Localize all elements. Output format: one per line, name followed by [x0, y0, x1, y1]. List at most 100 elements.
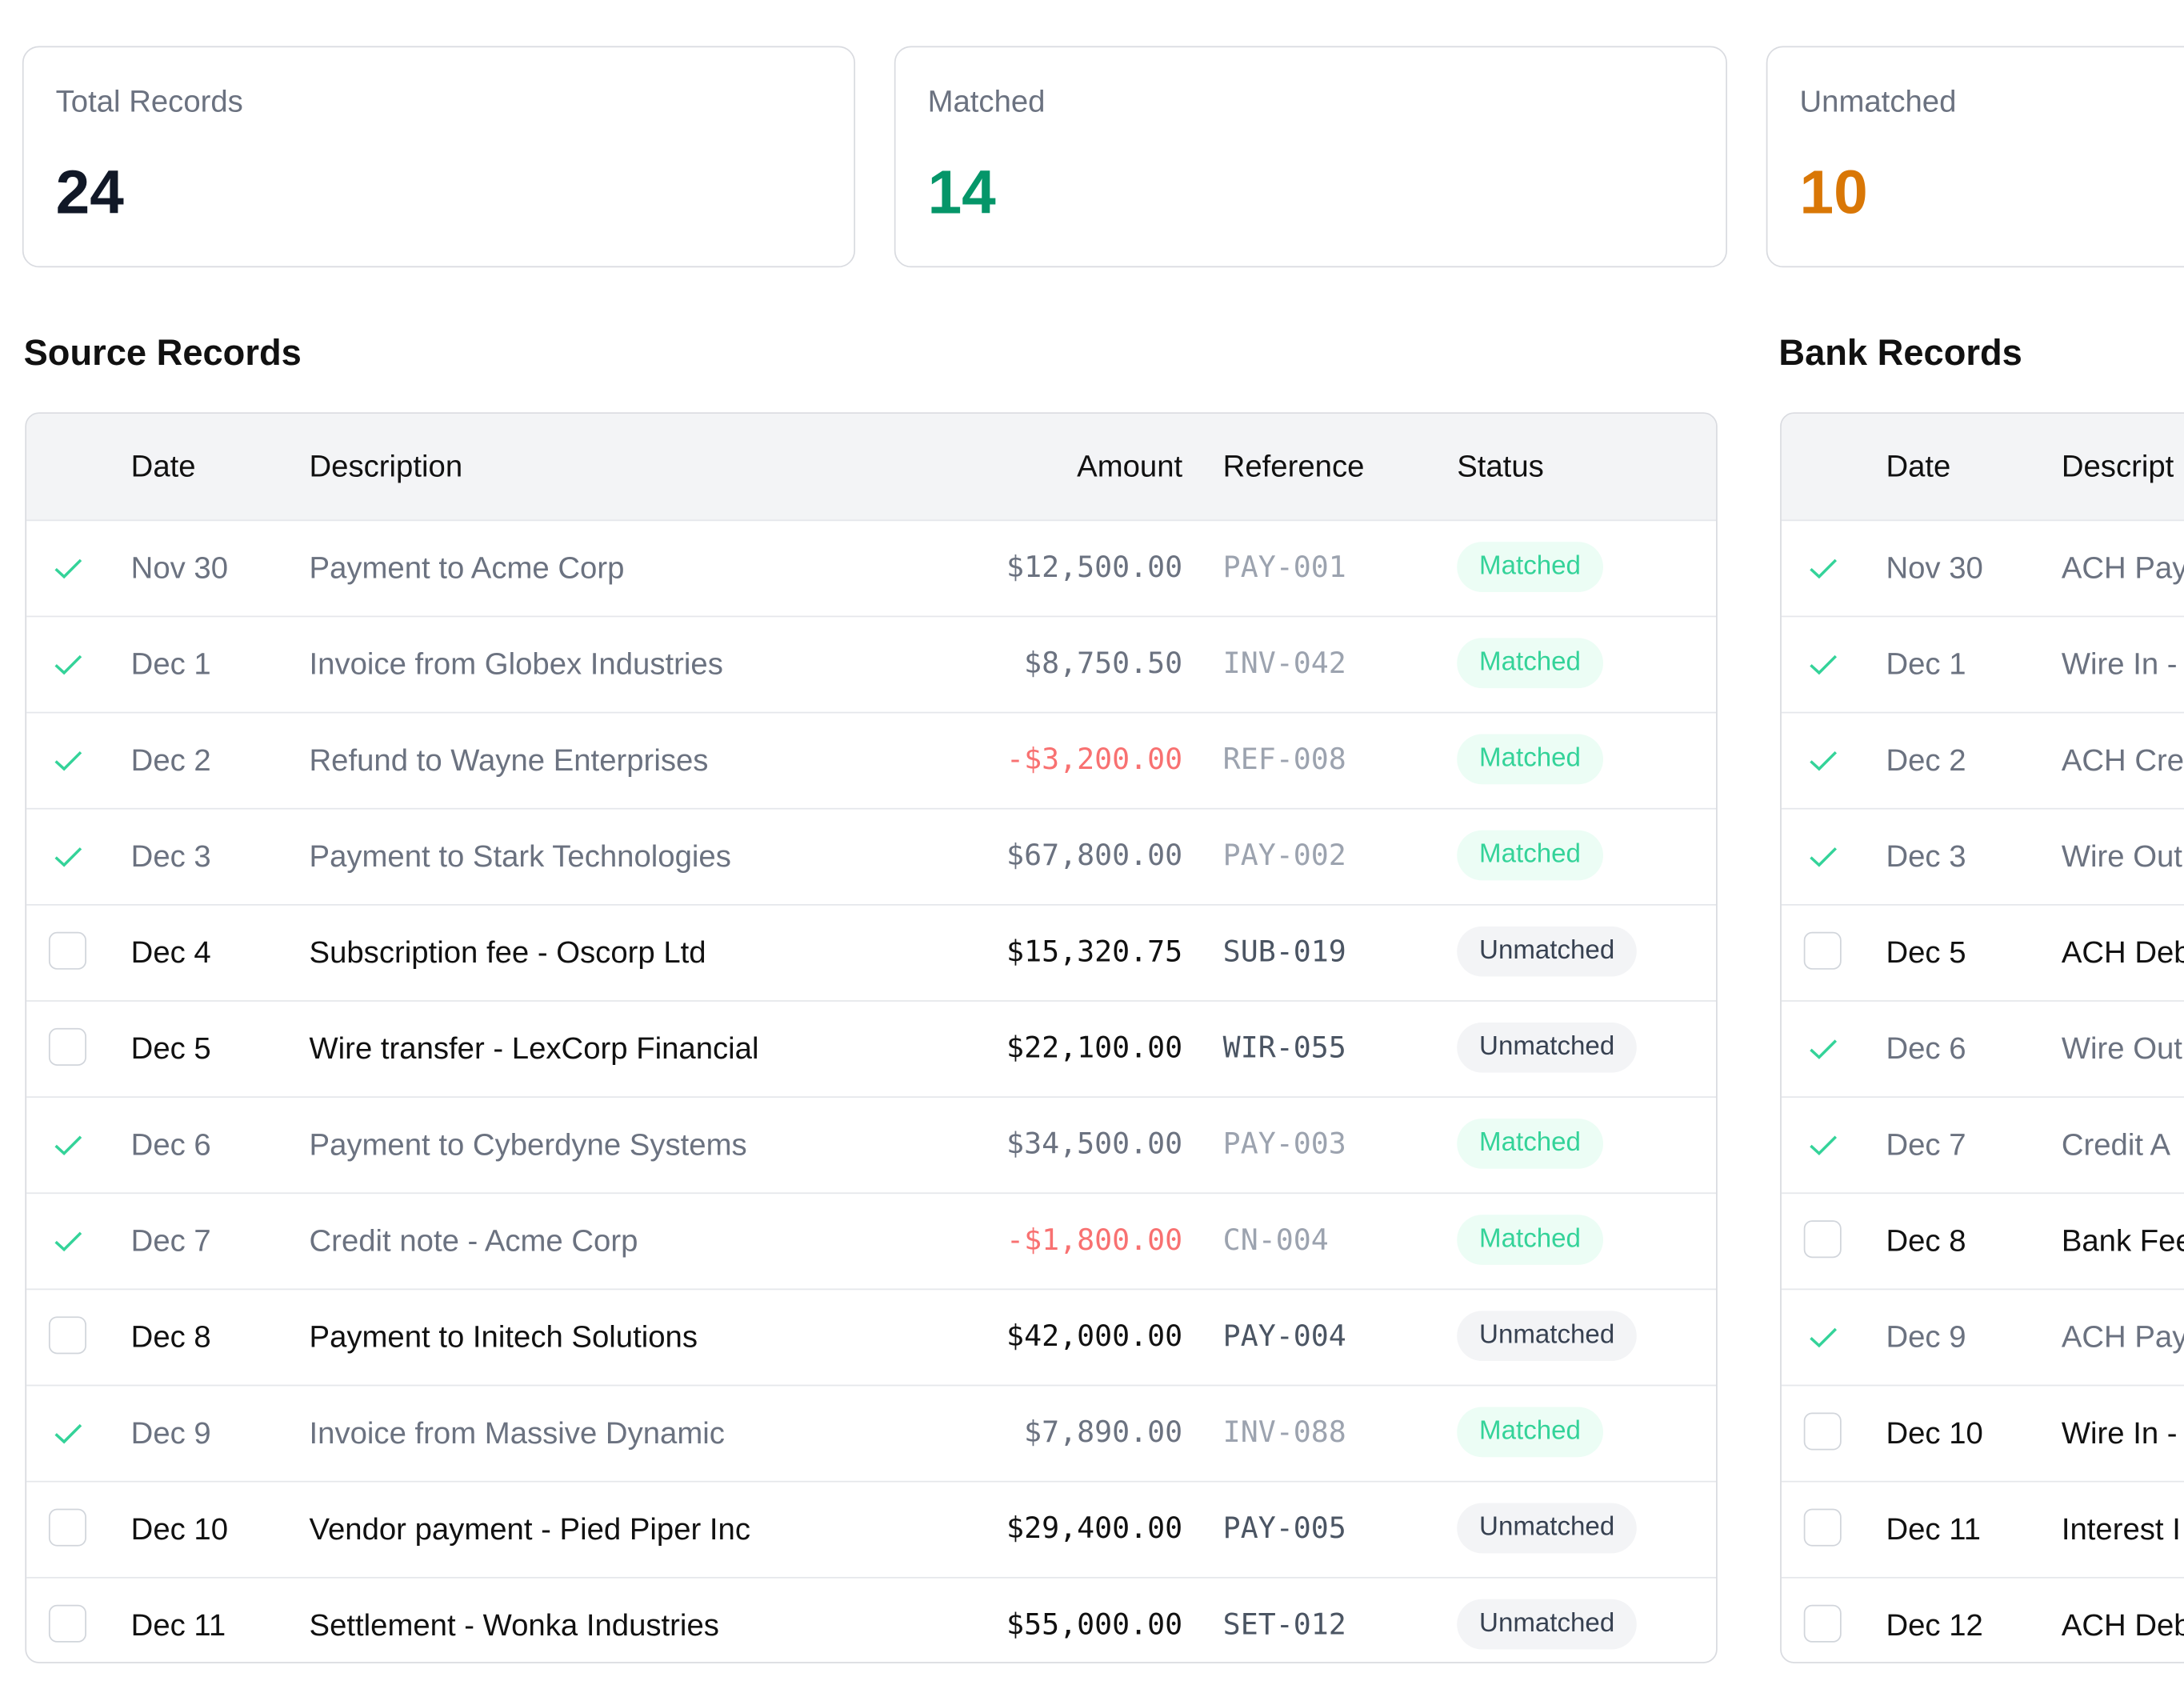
table-row[interactable]: Dec 8 Payment to Initech Solutions $42,000…	[26, 1289, 1717, 1387]
check-icon[interactable]	[51, 1128, 85, 1162]
check-icon[interactable]	[1806, 1321, 1840, 1355]
section-title: Source Records	[23, 331, 302, 374]
checkbox[interactable]	[48, 1604, 86, 1643]
stat-value: 10	[1799, 158, 1868, 227]
status-badge: Unmatched	[1457, 926, 1638, 977]
cell-reference: INV-042	[1222, 646, 1346, 680]
table-row[interactable]: Dec 5 ACH Deb	[1781, 904, 2184, 1002]
check-icon[interactable]	[1806, 840, 1840, 874]
cell-reference: PAY-002	[1222, 838, 1346, 872]
check-icon[interactable]	[51, 551, 85, 585]
table-row[interactable]: Dec 7 Credit note - Acme Corp -$1,800.00 CN…	[26, 1192, 1717, 1291]
stat-label: Unmatched	[1799, 83, 1957, 118]
checkbox[interactable]	[1803, 931, 1842, 970]
cell-amount: $55,000.00	[1006, 1607, 1183, 1642]
cell-date: Dec 9	[1886, 1319, 1966, 1355]
table-row[interactable]: Dec 8 Bank Fee	[1781, 1192, 2184, 1291]
table-row[interactable]: Dec 10 Vendor payment - Pied Piper Inc $29…	[26, 1481, 1717, 1579]
table: Date Descript Nov 30 ACH Pay Dec 1 Wire In -D…	[1780, 412, 2184, 1663]
cell-description: Payment to Cyberdyne Systems	[309, 1127, 747, 1163]
cell-reference: PAY-005	[1222, 1511, 1346, 1545]
table-row[interactable]: Dec 6 Payment to Cyberdyne Systems $34,500…	[26, 1096, 1717, 1195]
checkbox[interactable]	[1803, 1412, 1842, 1451]
check-icon[interactable]	[51, 840, 85, 874]
check-icon[interactable]	[1806, 1128, 1840, 1162]
cell-reference: PAY-001	[1222, 550, 1346, 584]
cell-date: Dec 8	[130, 1319, 211, 1355]
stat-card: Total Records 24	[22, 46, 856, 268]
cell-description: Interest I	[2061, 1511, 2181, 1547]
status-badge: Unmatched	[1457, 1503, 1638, 1554]
cell-reference: SUB-019	[1222, 935, 1346, 969]
checkbox[interactable]	[1803, 1604, 1842, 1643]
section-title: Bank Records	[1778, 331, 2022, 374]
cell-date: Dec 1	[130, 646, 211, 682]
table-row[interactable]: Dec 6 Wire Out	[1781, 1000, 2184, 1098]
table-row[interactable]: Dec 4 Subscription fee - Oscorp Ltd $15,32…	[26, 904, 1717, 1002]
table-row[interactable]: Dec 1 Wire In -	[1781, 616, 2184, 714]
table-row[interactable]: Dec 11 Interest I	[1781, 1481, 2184, 1579]
table-row[interactable]: Dec 9 Invoice from Massive Dynamic $7,890.…	[26, 1385, 1717, 1483]
check-path	[1810, 847, 1838, 867]
cell-amount: $34,500.00	[1006, 1127, 1183, 1161]
cell-description: Vendor payment - Pied Piper Inc	[309, 1511, 750, 1547]
cell-reference: PAY-004	[1222, 1319, 1346, 1353]
cell-amount: $42,000.00	[1006, 1319, 1183, 1353]
table: Date Description Amount Reference Status Nov …	[25, 412, 1718, 1663]
table-row[interactable]: Dec 3 Wire Out	[1781, 808, 2184, 906]
check-path	[54, 558, 82, 579]
column-header: Date	[130, 448, 196, 484]
checkbox[interactable]	[1803, 1508, 1842, 1547]
check-icon[interactable]	[1806, 648, 1840, 682]
checkbox[interactable]	[48, 1508, 86, 1547]
check-icon[interactable]	[51, 648, 85, 682]
cell-date: Dec 3	[130, 838, 211, 874]
cell-description: Credit note - Acme Corp	[309, 1223, 638, 1259]
check-icon[interactable]	[1806, 1032, 1840, 1066]
check-path	[54, 1423, 82, 1444]
checkbox[interactable]	[1803, 1220, 1842, 1259]
check-icon[interactable]	[1806, 744, 1840, 778]
cell-date: Dec 3	[1886, 838, 1966, 874]
table-header: Date Description Amount Reference Status	[26, 414, 1717, 522]
status-badge: Matched	[1457, 734, 1603, 785]
cell-description: Payment to Acme Corp	[309, 550, 625, 586]
check-path	[1810, 750, 1838, 771]
cell-description: Bank Fee	[2061, 1223, 2184, 1259]
cell-reference: CN-004	[1222, 1223, 1329, 1257]
table-row[interactable]: Dec 2 Refund to Wayne Enterprises -$3,200.…	[26, 712, 1717, 810]
check-icon[interactable]	[1806, 551, 1840, 585]
cell-amount: -$3,200.00	[1006, 742, 1183, 776]
cell-reference: SET-012	[1222, 1607, 1346, 1642]
column-header: Amount	[1077, 448, 1183, 484]
stat-card: Unmatched 10	[1766, 46, 2184, 268]
table-row[interactable]: Dec 9 ACH Pay	[1781, 1289, 2184, 1387]
check-icon[interactable]	[51, 1224, 85, 1258]
cell-description: Settlement - Wonka Industries	[309, 1607, 719, 1643]
cell-reference: REF-008	[1222, 742, 1346, 776]
cell-date: Dec 6	[1886, 1031, 1966, 1066]
table-row[interactable]: Dec 1 Invoice from Globex Industries $8,75…	[26, 616, 1717, 714]
cell-description: Payment to Stark Technologies	[309, 838, 731, 874]
cell-description: ACH Deb	[2061, 1607, 2184, 1643]
table-row[interactable]: Dec 10 Wire In -	[1781, 1385, 2184, 1483]
column-header: Descript	[2061, 448, 2174, 484]
checkbox[interactable]	[48, 931, 86, 970]
table-row[interactable]: Dec 2 ACH Cre	[1781, 712, 2184, 810]
table-row[interactable]: Nov 30 Payment to Acme Corp $12,500.00 PAY-…	[26, 519, 1717, 618]
table-row[interactable]: Dec 12 ACH Deb	[1782, 1577, 2184, 1662]
table-row[interactable]: Dec 7 Credit A	[1781, 1096, 2184, 1195]
cell-description: Wire Out	[2061, 838, 2182, 874]
check-icon[interactable]	[51, 1417, 85, 1451]
checkbox[interactable]	[48, 1027, 86, 1066]
table-row[interactable]: Dec 5 Wire transfer - LexCorp Financial $2…	[26, 1000, 1717, 1098]
cell-amount: $67,800.00	[1006, 838, 1183, 872]
check-icon[interactable]	[51, 744, 85, 778]
table-row[interactable]: Dec 3 Payment to Stark Technologies $67,80…	[26, 808, 1717, 906]
table-row[interactable]: Nov 30 ACH Pay	[1781, 519, 2184, 618]
cell-amount: $29,400.00	[1006, 1511, 1183, 1545]
cell-date: Dec 11	[130, 1607, 226, 1643]
checkbox[interactable]	[48, 1316, 86, 1355]
table-row[interactable]: Dec 11 Settlement - Wonka Industries $55,0…	[26, 1577, 1716, 1662]
